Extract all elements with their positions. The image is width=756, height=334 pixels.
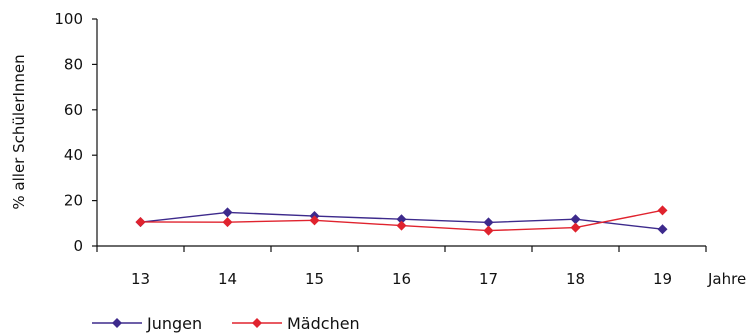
x-axis: 13 14 15 16 17 18 19 Jahre — [96, 245, 746, 288]
legend-item: Mädchen — [232, 314, 360, 333]
series-2 — [135, 205, 668, 236]
x-ticks: 13 14 15 16 17 18 19 — [96, 246, 707, 288]
data-point — [309, 215, 320, 226]
x-tick-label: 18 — [566, 270, 585, 288]
y-tick-label: 20 — [64, 192, 83, 210]
data-point — [657, 205, 668, 216]
y-tick-label: 100 — [54, 10, 83, 28]
x-tick-label: 19 — [653, 270, 672, 288]
x-tick-label: 15 — [305, 270, 324, 288]
legend-label: Jungen — [146, 314, 202, 333]
data-point — [222, 207, 233, 218]
y-tick-label: 80 — [64, 55, 83, 73]
legend-marker — [252, 318, 262, 328]
data-point — [570, 214, 581, 225]
data-point — [657, 224, 668, 235]
legend-marker — [112, 318, 122, 328]
legend-label: Mädchen — [287, 314, 360, 333]
y-ticks: 0 20 40 60 80 100 — [54, 10, 97, 255]
y-tick-label: 40 — [64, 146, 83, 164]
series-layer — [135, 205, 668, 236]
data-point — [483, 217, 494, 228]
x-tick-label: 13 — [131, 270, 150, 288]
y-tick-label: 60 — [64, 101, 83, 119]
y-tick-label: 0 — [73, 237, 83, 255]
legend: Jungen Mädchen — [92, 314, 360, 333]
x-tick-label: 17 — [479, 270, 498, 288]
data-point — [222, 217, 233, 228]
y-axis: 0 20 40 60 80 100 % aller SchülerInnen — [10, 10, 98, 255]
legend-item: Jungen — [92, 314, 202, 333]
data-point — [396, 214, 407, 225]
y-axis-title: % aller SchülerInnen — [10, 54, 28, 209]
x-tick-label: 16 — [392, 270, 411, 288]
data-point — [396, 220, 407, 231]
x-axis-title: Jahre — [707, 270, 746, 288]
data-point — [570, 222, 581, 233]
data-point — [483, 225, 494, 236]
x-tick-label: 14 — [218, 270, 237, 288]
data-point — [135, 216, 146, 227]
